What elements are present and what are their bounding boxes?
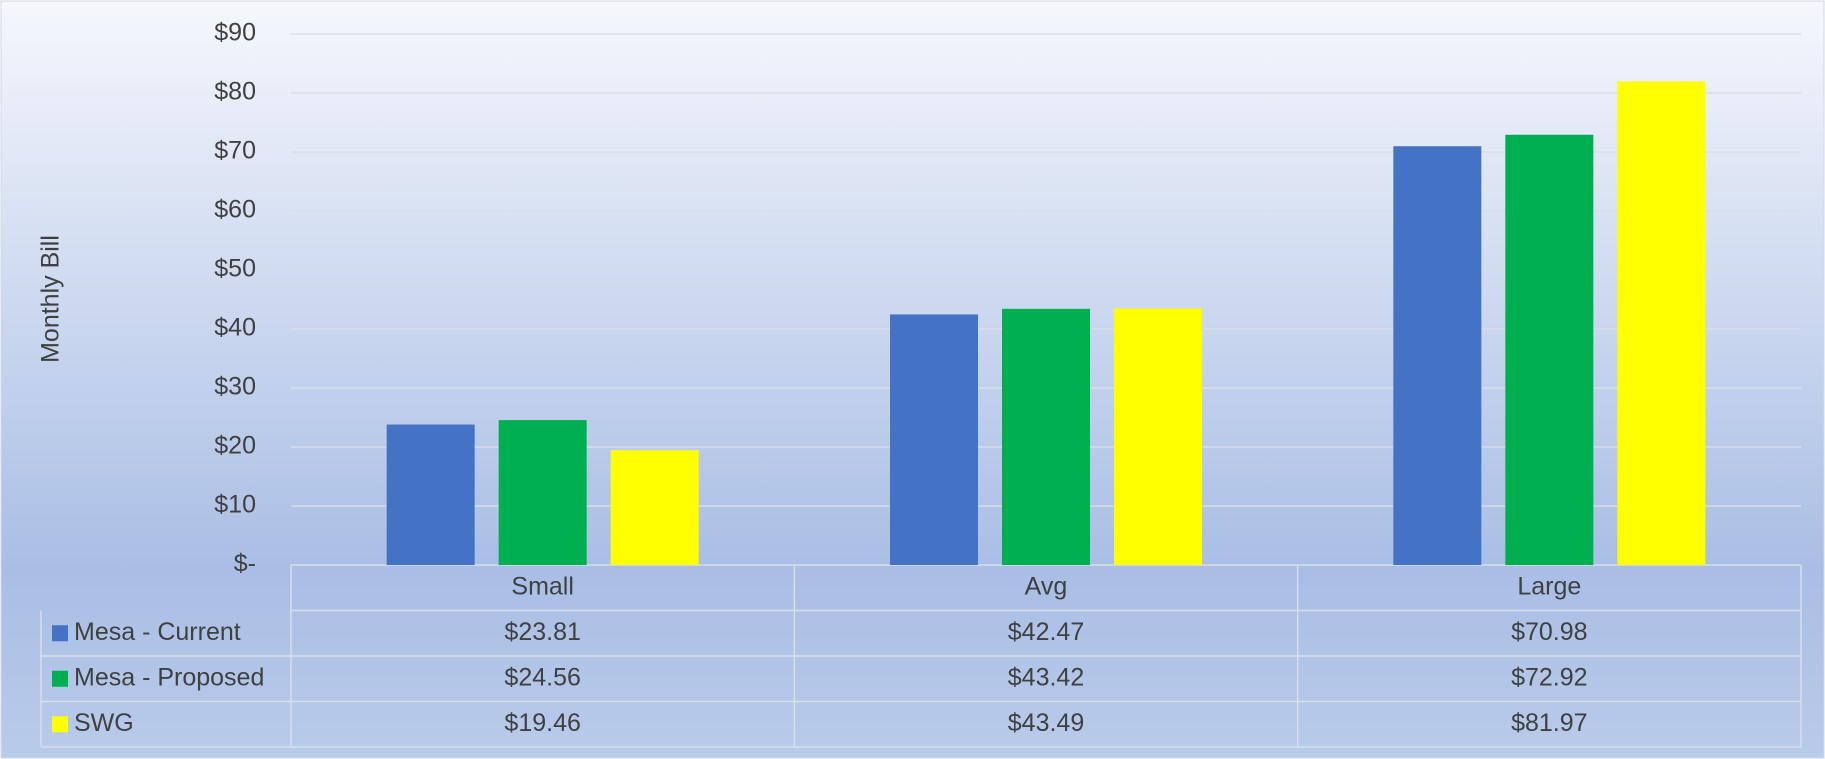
bar (1002, 308, 1090, 565)
legend-swatch (52, 716, 68, 733)
table-value: $70.98 (1511, 618, 1587, 646)
legend-label: Mesa - Current (74, 618, 241, 646)
y-tick-label: $40 (214, 314, 256, 342)
legend-swatch (52, 670, 68, 687)
bar (1114, 308, 1202, 565)
y-tick-label: $- (234, 550, 256, 578)
legend-swatch (52, 625, 68, 642)
bar (1617, 81, 1706, 565)
bar (1393, 146, 1482, 565)
bar (890, 314, 978, 565)
x-tick-label: Avg (1025, 572, 1068, 600)
bar (610, 450, 699, 565)
bar (498, 420, 587, 565)
bar (1505, 134, 1594, 565)
y-tick-label: $20 (214, 432, 256, 460)
y-tick-label: $90 (214, 19, 256, 47)
legend-label: SWG (74, 709, 134, 737)
table-value: $19.46 (504, 709, 580, 737)
y-tick-label: $80 (214, 78, 256, 106)
table-value: $23.81 (504, 618, 580, 646)
y-tick-label: $60 (214, 196, 256, 224)
table-value: $72.92 (1511, 663, 1587, 691)
y-tick-label: $50 (214, 255, 256, 283)
table-value: $42.47 (1008, 618, 1084, 646)
x-tick-label: Large (1517, 572, 1581, 600)
table-value: $43.49 (1008, 709, 1084, 737)
x-tick-label: Small (511, 572, 574, 600)
legend-label: Mesa - Proposed (74, 663, 264, 691)
table-value: $81.97 (1511, 709, 1587, 737)
y-axis-label: Monthly Bill (37, 235, 65, 363)
bar (386, 424, 475, 565)
y-tick-label: $70 (214, 137, 256, 165)
table-value: $43.42 (1008, 663, 1084, 691)
table-value: $24.56 (504, 663, 580, 691)
y-tick-label: $10 (214, 491, 256, 519)
y-tick-label: $30 (214, 373, 256, 401)
